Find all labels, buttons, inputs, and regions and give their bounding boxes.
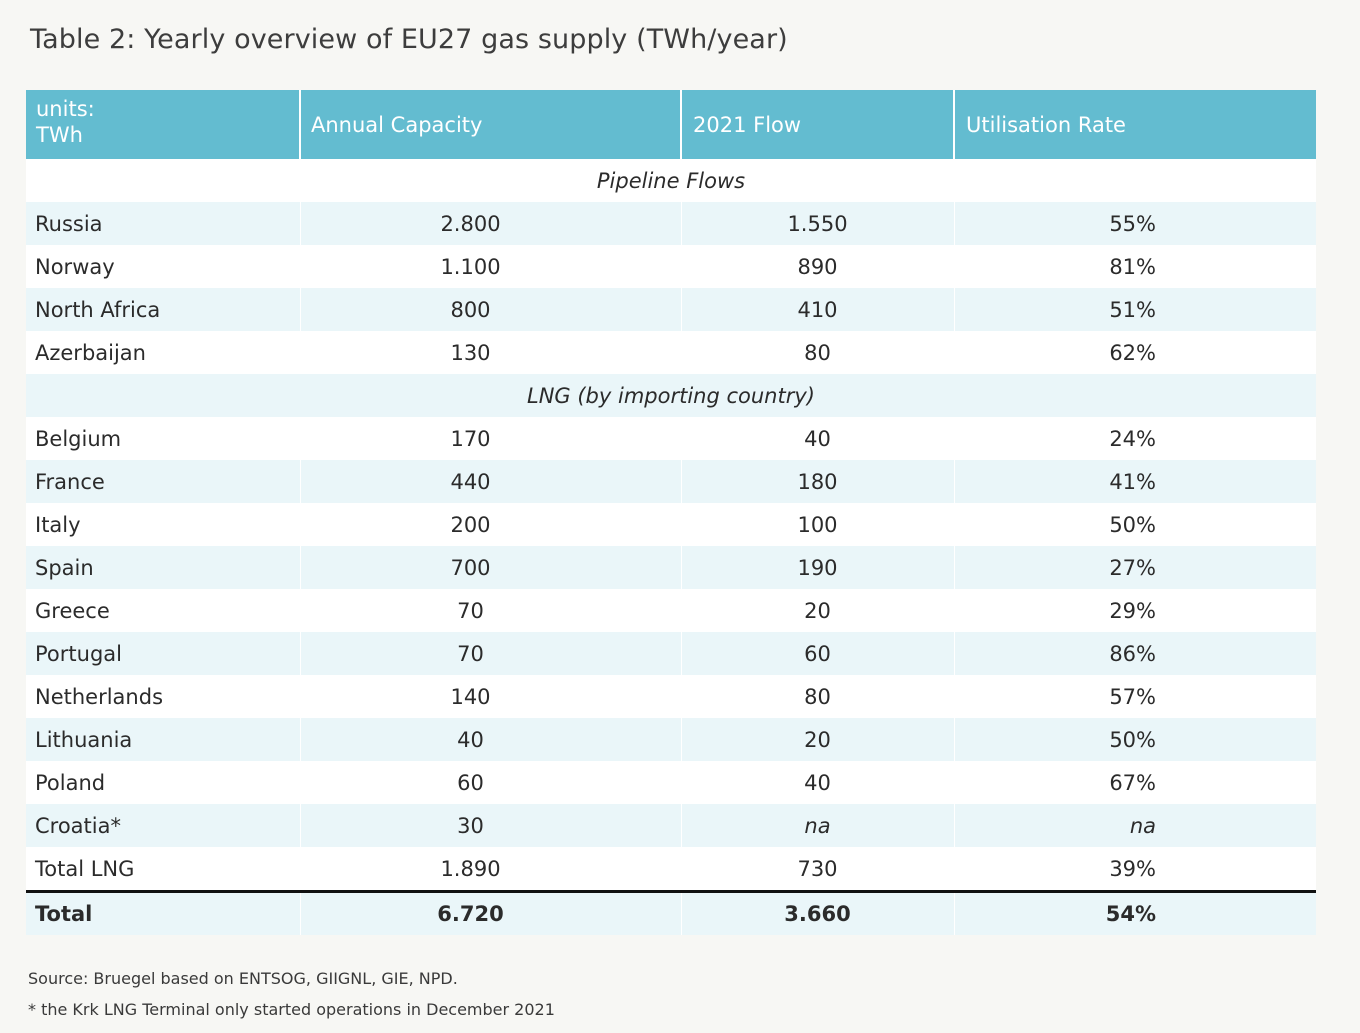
row-flow: 410	[680, 288, 954, 331]
row-utilisation: 29%	[953, 589, 1316, 632]
row-flow: 80	[680, 331, 954, 374]
table-row: Spain 700 190 27%	[26, 546, 1316, 589]
row-flow: 1.550	[680, 202, 954, 245]
header-units-line2: TWh	[36, 123, 83, 147]
table-row: Azerbaijan 130 80 62%	[26, 331, 1316, 374]
row-capacity: 1.100	[299, 245, 681, 288]
row-name: North Africa	[26, 288, 300, 331]
row-capacity: 200	[299, 503, 681, 546]
row-utilisation: 24%	[953, 417, 1316, 460]
row-utilisation: 57%	[953, 675, 1316, 718]
row-name: Total LNG	[26, 847, 300, 892]
row-flow: 190	[680, 546, 954, 589]
row-flow: 20	[680, 589, 954, 632]
total-utilisation: 54%	[953, 890, 1316, 935]
table-row: North Africa 800 410 51%	[26, 288, 1316, 331]
table-row: Russia 2.800 1.550 55%	[26, 202, 1316, 245]
row-utilisation: 39%	[953, 847, 1316, 892]
row-capacity: 1.890	[299, 847, 681, 892]
row-name: France	[26, 460, 300, 503]
row-flow: 890	[680, 245, 954, 288]
row-flow: 40	[680, 761, 954, 804]
row-utilisation: na	[953, 804, 1316, 847]
row-name: Poland	[26, 761, 300, 804]
table-row: Italy 200 100 50%	[26, 503, 1316, 546]
row-capacity: 800	[299, 288, 681, 331]
row-capacity: 440	[299, 460, 681, 503]
row-flow: 60	[680, 632, 954, 675]
row-utilisation: 86%	[953, 632, 1316, 675]
header-2021-flow: 2021 Flow	[680, 90, 954, 159]
row-utilisation: 81%	[953, 245, 1316, 288]
table-row: Belgium 170 40 24%	[26, 417, 1316, 460]
header-utilisation-rate: Utilisation Rate	[953, 90, 1316, 159]
row-capacity: 130	[299, 331, 681, 374]
row-utilisation: 41%	[953, 460, 1316, 503]
row-flow: 730	[680, 847, 954, 892]
row-utilisation: 55%	[953, 202, 1316, 245]
table-row: Greece 70 20 29%	[26, 589, 1316, 632]
row-utilisation: 67%	[953, 761, 1316, 804]
table-row: Portugal 70 60 86%	[26, 632, 1316, 675]
table-row: Norway 1.100 890 81%	[26, 245, 1316, 288]
total-row: Total 6.720 3.660 54%	[26, 890, 1316, 935]
header-units: units: TWh	[26, 90, 300, 159]
row-flow: 20	[680, 718, 954, 761]
row-utilisation: 62%	[953, 331, 1316, 374]
row-capacity: 70	[299, 632, 681, 675]
row-utilisation: 27%	[953, 546, 1316, 589]
footnote: * the Krk LNG Terminal only started oper…	[28, 1000, 555, 1019]
row-name: Netherlands	[26, 675, 300, 718]
row-name: Spain	[26, 546, 300, 589]
section-title-row: Pipeline Flows	[26, 159, 1316, 202]
section-title: Pipeline Flows	[26, 159, 1316, 202]
row-capacity: 30	[299, 804, 681, 847]
section-title-row: LNG (by importing country)	[26, 374, 1316, 417]
source-note: Source: Bruegel based on ENTSOG, GIIGNL,…	[28, 969, 458, 988]
total-capacity: 6.720	[299, 890, 681, 935]
row-capacity: 700	[299, 546, 681, 589]
table-row: Total LNG 1.890 730 39%	[26, 847, 1316, 892]
total-flow: 3.660	[680, 890, 954, 935]
table-body: Pipeline Flows Russia 2.800 1.550 55% Norway 1…	[26, 159, 1316, 935]
table-row: Lithuania 40 20 50%	[26, 718, 1316, 761]
row-capacity: 70	[299, 589, 681, 632]
table-title: Table 2: Yearly overview of EU27 gas sup…	[30, 24, 788, 55]
row-name: Portugal	[26, 632, 300, 675]
header-units-line1: units:	[36, 97, 95, 121]
header-annual-capacity: Annual Capacity	[299, 90, 681, 159]
row-name: Croatia*	[26, 804, 300, 847]
row-flow: 180	[680, 460, 954, 503]
row-name: Russia	[26, 202, 300, 245]
row-utilisation: 51%	[953, 288, 1316, 331]
section-title: LNG (by importing country)	[26, 374, 1316, 417]
row-flow: 80	[680, 675, 954, 718]
row-name: Lithuania	[26, 718, 300, 761]
header-row: units: TWh Annual Capacity 2021 Flow Uti…	[26, 90, 1316, 159]
table-row: Croatia* 30 na na	[26, 804, 1316, 847]
row-name: Norway	[26, 245, 300, 288]
row-flow: na	[680, 804, 954, 847]
row-capacity: 2.800	[299, 202, 681, 245]
table-row: Netherlands 140 80 57%	[26, 675, 1316, 718]
row-utilisation: 50%	[953, 718, 1316, 761]
row-flow: 100	[680, 503, 954, 546]
row-name: Azerbaijan	[26, 331, 300, 374]
row-name: Italy	[26, 503, 300, 546]
gas-supply-table: units: TWh Annual Capacity 2021 Flow Uti…	[26, 90, 1316, 935]
row-capacity: 40	[299, 718, 681, 761]
row-utilisation: 50%	[953, 503, 1316, 546]
total-name: Total	[26, 890, 300, 935]
row-capacity: 60	[299, 761, 681, 804]
row-capacity: 170	[299, 417, 681, 460]
row-flow: 40	[680, 417, 954, 460]
row-name: Greece	[26, 589, 300, 632]
table-row: France 440 180 41%	[26, 460, 1316, 503]
table-header: units: TWh Annual Capacity 2021 Flow Uti…	[26, 90, 1316, 159]
row-name: Belgium	[26, 417, 300, 460]
row-capacity: 140	[299, 675, 681, 718]
table-row: Poland 60 40 67%	[26, 761, 1316, 804]
